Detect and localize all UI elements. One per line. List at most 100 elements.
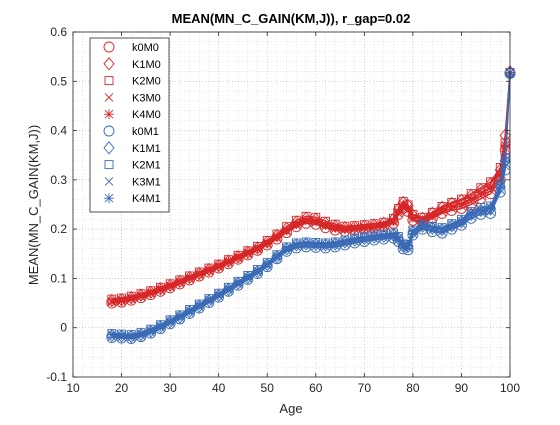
data-point-asterisk bbox=[398, 239, 409, 250]
x-tick-label: 90 bbox=[455, 381, 469, 395]
x-tick-label: 50 bbox=[261, 381, 275, 395]
data-point-asterisk bbox=[194, 268, 205, 279]
data-point-asterisk bbox=[475, 204, 486, 215]
y-tick-label: 0.5 bbox=[50, 74, 67, 88]
data-point-asterisk bbox=[106, 296, 117, 307]
x-axis-label: Age bbox=[279, 401, 302, 416]
legend-marker-asterisk bbox=[104, 193, 114, 204]
legend-marker-x bbox=[104, 177, 114, 186]
data-point-asterisk bbox=[213, 261, 224, 272]
data-point-asterisk bbox=[359, 232, 370, 243]
data-point-asterisk bbox=[262, 237, 273, 248]
data-point-asterisk bbox=[320, 238, 331, 249]
legend-marker-diamond bbox=[103, 141, 115, 155]
data-point-asterisk bbox=[369, 231, 380, 242]
x-tick-label: 20 bbox=[115, 381, 129, 395]
data-point-asterisk bbox=[242, 271, 253, 282]
x-tick-label: 100 bbox=[500, 381, 520, 395]
data-point-asterisk bbox=[155, 320, 166, 331]
data-point-asterisk bbox=[388, 229, 399, 240]
data-point-asterisk bbox=[165, 315, 176, 326]
chart-title: MEAN(MN_C_GAIN(KM,J)), r_gap=0.02 bbox=[172, 11, 411, 26]
data-point-asterisk bbox=[330, 222, 341, 233]
data-point-asterisk bbox=[233, 252, 244, 263]
y-tick-label: 0 bbox=[60, 321, 67, 335]
x-tick-label: 70 bbox=[358, 381, 372, 395]
series-k4m0 bbox=[106, 67, 515, 307]
data-point-asterisk bbox=[291, 218, 302, 229]
legend-entry-k2m0: K2M0 bbox=[104, 76, 161, 88]
data-point-asterisk bbox=[330, 237, 341, 248]
data-point-asterisk bbox=[116, 330, 127, 341]
data-point-asterisk bbox=[310, 216, 321, 227]
y-tick-label: 0.2 bbox=[50, 222, 67, 236]
data-point-asterisk bbox=[126, 330, 137, 341]
data-point-asterisk bbox=[495, 180, 506, 191]
data-point-asterisk bbox=[500, 155, 511, 166]
data-point-asterisk bbox=[271, 231, 282, 242]
data-point-asterisk bbox=[427, 222, 438, 233]
legend-entry-k4m1: K4M1 bbox=[104, 193, 161, 205]
data-point-asterisk bbox=[155, 284, 166, 295]
data-point-asterisk bbox=[407, 212, 418, 223]
data-point-asterisk bbox=[184, 272, 195, 283]
data-point-asterisk bbox=[301, 237, 312, 248]
data-point-asterisk bbox=[262, 258, 273, 269]
data-point-asterisk bbox=[475, 187, 486, 198]
data-point-asterisk bbox=[349, 223, 360, 234]
legend-entry-k3m1: K3M1 bbox=[104, 176, 161, 188]
data-point-asterisk bbox=[349, 234, 360, 244]
data-point-asterisk bbox=[203, 265, 214, 276]
data-point-asterisk bbox=[407, 226, 418, 237]
data-point-asterisk bbox=[485, 182, 496, 193]
data-point-asterisk bbox=[281, 225, 292, 236]
data-point-asterisk bbox=[174, 310, 185, 321]
legend-entry-k0m1: k0M1 bbox=[103, 125, 159, 138]
data-point-diamond bbox=[494, 180, 506, 194]
data-point-asterisk bbox=[456, 198, 467, 209]
data-point-asterisk bbox=[456, 215, 467, 226]
axis-ticks bbox=[72, 31, 511, 378]
data-point-asterisk bbox=[135, 328, 146, 339]
data-point-asterisk bbox=[369, 221, 380, 232]
y-tick-labels: -0.1 0 0.1 0.2 0.3 0.4 0.5 0.6 bbox=[46, 25, 67, 384]
data-point-asterisk bbox=[417, 220, 428, 231]
y-tick-label: -0.1 bbox=[46, 370, 67, 384]
legend-entry-k0m0: k0M0 bbox=[103, 41, 159, 54]
plot-frame bbox=[72, 31, 511, 378]
data-point-asterisk bbox=[393, 206, 404, 217]
data-point-asterisk bbox=[184, 305, 195, 316]
y-tick-label: 0.3 bbox=[50, 173, 67, 187]
data-point-asterisk bbox=[398, 199, 409, 210]
data-point-asterisk bbox=[403, 202, 414, 213]
data-point-asterisk bbox=[271, 250, 282, 261]
data-point-asterisk bbox=[252, 265, 263, 276]
legend-marker-circle bbox=[103, 41, 115, 53]
data-point-asterisk bbox=[393, 232, 404, 243]
data-point-asterisk bbox=[223, 256, 234, 267]
legend-label: K1M1 bbox=[132, 143, 161, 155]
data-point-asterisk bbox=[252, 243, 263, 254]
y-tick-label: 0.1 bbox=[50, 271, 67, 285]
y-axis-label: MEAN(MN_C_GAIN(KM,J)) bbox=[26, 125, 41, 285]
data-point-asterisk bbox=[388, 215, 399, 226]
data-point-asterisk bbox=[233, 277, 244, 288]
data-point-asterisk bbox=[165, 280, 176, 291]
legend-entry-k3m0: K3M0 bbox=[104, 92, 161, 104]
legend-entry-k1m0: K1M0 bbox=[103, 57, 161, 71]
legend-entry-k4m0: K4M0 bbox=[104, 109, 161, 121]
legend-box bbox=[89, 37, 170, 213]
x-tick-label: 40 bbox=[212, 381, 226, 395]
legend-label: K3M0 bbox=[132, 92, 161, 104]
data-point-asterisk bbox=[403, 240, 414, 251]
data-point-asterisk bbox=[339, 235, 350, 246]
data-point-asterisk bbox=[242, 247, 253, 258]
legend-label: K4M1 bbox=[132, 193, 161, 205]
data-point-asterisk bbox=[359, 222, 370, 233]
data-point-asterisk bbox=[135, 290, 146, 301]
data-point-asterisk bbox=[320, 219, 331, 230]
data-point-asterisk bbox=[495, 168, 506, 179]
data-point-asterisk bbox=[291, 238, 302, 249]
